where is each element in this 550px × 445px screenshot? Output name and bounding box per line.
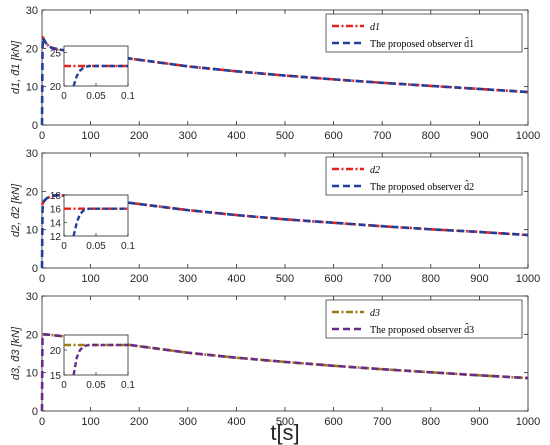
y-tick-label: 20 [26, 186, 38, 198]
y-tick-label: 0 [32, 406, 38, 418]
x-tick-label: 900 [470, 273, 488, 285]
x-tick-label: 600 [324, 130, 342, 142]
x-tick-label: 800 [422, 130, 440, 142]
inset-y-tick-label: 14 [50, 218, 62, 229]
x-tick-label: 400 [227, 130, 245, 142]
legend-label-2: The proposed observer d̂1 [370, 37, 474, 50]
y-tick-label: 30 [26, 148, 38, 160]
inset-zoom: 12 14 16 18 0 0.05 0.1 [50, 191, 136, 252]
inset-x-tick-label: 0.1 [121, 91, 135, 102]
x-tick-label: 800 [422, 273, 440, 285]
x-tick-label: 500 [276, 130, 294, 142]
x-tick-label: 300 [179, 130, 197, 142]
x-tick-label: 600 [324, 416, 342, 428]
legend-label-1: d3 [370, 308, 380, 319]
x-tick-label: 400 [227, 416, 245, 428]
x-tick-label: 900 [470, 416, 488, 428]
x-tick-label: 900 [470, 130, 488, 142]
x-axis-label: t[s] [270, 420, 299, 445]
x-tick-label: 300 [179, 416, 197, 428]
inset-frame [63, 194, 129, 237]
x-tick-label: 300 [179, 273, 197, 285]
x-tick-label: 0 [39, 273, 45, 285]
x-tick-label: 500 [276, 416, 294, 428]
x-tick-label: 400 [227, 273, 245, 285]
x-tick-label: 700 [373, 416, 391, 428]
legend-box [325, 299, 523, 339]
inset-y-tick-label: 12 [50, 232, 62, 243]
series-line-observer [40, 332, 529, 412]
x-tick-label: 700 [373, 130, 391, 142]
inset-x-tick-label: 0.1 [121, 241, 135, 252]
legend-label-1: d1 [370, 22, 380, 33]
legend: d2 The proposed observer d̂2 [325, 156, 523, 196]
y-axis-label: d1, d̂1 [kN] [10, 40, 22, 94]
x-tick-label: 200 [130, 416, 148, 428]
x-tick-label: 100 [81, 130, 99, 142]
x-tick-label: 800 [422, 416, 440, 428]
x-tick-label: 200 [130, 130, 148, 142]
x-tick-label: 100 [81, 273, 99, 285]
inset-y-tick-label: 18 [50, 191, 62, 202]
series-line-true [40, 193, 529, 237]
series-line-observer [40, 37, 529, 126]
legend: d1 The proposed observer d̂1 [325, 13, 523, 53]
y-axis-label: d2, d̂2 [kN] [10, 183, 22, 237]
inset-y-tick-label: 20 [50, 346, 62, 357]
inset-x-tick-label: 0 [61, 241, 67, 252]
x-tick-label: 0 [39, 130, 45, 142]
inset-x-tick-label: 0.05 [86, 241, 106, 252]
y-tick-label: 20 [26, 329, 38, 341]
y-tick-label: 10 [26, 82, 38, 94]
inset-observer-line [72, 343, 128, 376]
legend-box [325, 13, 523, 53]
inset-zoom: 20 25 0 0.05 0.1 [50, 45, 135, 102]
legend-box [325, 156, 523, 196]
inset-x-tick-label: 0.05 [86, 380, 106, 391]
x-tick-label: 1000 [516, 130, 540, 142]
legend: d3 The proposed observer d̂3 [325, 299, 523, 339]
inset-y-tick-label: 25 [50, 49, 62, 60]
y-tick-label: 10 [26, 225, 38, 237]
inset-y-tick-label: 15 [50, 371, 62, 382]
inset-x-tick-label: 0.1 [121, 380, 135, 391]
y-tick-label: 30 [26, 5, 38, 17]
inset-observer-line [72, 64, 128, 87]
x-tick-label: 1000 [516, 416, 540, 428]
inset-y-tick-label: 20 [50, 82, 62, 93]
legend-label-2: The proposed observer d̂3 [370, 323, 474, 336]
inset-x-tick-label: 0 [61, 380, 67, 391]
x-tick-label: 700 [373, 273, 391, 285]
x-tick-label: 0 [39, 416, 45, 428]
y-tick-label: 0 [32, 120, 38, 132]
x-tick-label: 100 [81, 416, 99, 428]
inset-x-tick-label: 0 [61, 91, 67, 102]
inset-x-tick-label: 0.05 [86, 91, 106, 102]
y-tick-label: 10 [26, 368, 38, 380]
x-tick-label: 500 [276, 273, 294, 285]
x-tick-label: 1000 [516, 273, 540, 285]
inset-y-tick-label: 16 [50, 205, 62, 216]
inset-zoom: 15 20 0 0.05 0.1 [50, 334, 135, 391]
x-tick-label: 600 [324, 273, 342, 285]
y-tick-label: 30 [26, 291, 38, 303]
legend-label-1: d2 [370, 165, 380, 176]
legend-label-2: The proposed observer d̂2 [370, 180, 474, 193]
y-tick-label: 20 [26, 43, 38, 55]
y-tick-label: 0 [32, 263, 38, 275]
x-tick-label: 200 [130, 273, 148, 285]
y-axis-label: d3, d̂3 [kN] [10, 326, 22, 380]
inset-frame [63, 334, 129, 376]
